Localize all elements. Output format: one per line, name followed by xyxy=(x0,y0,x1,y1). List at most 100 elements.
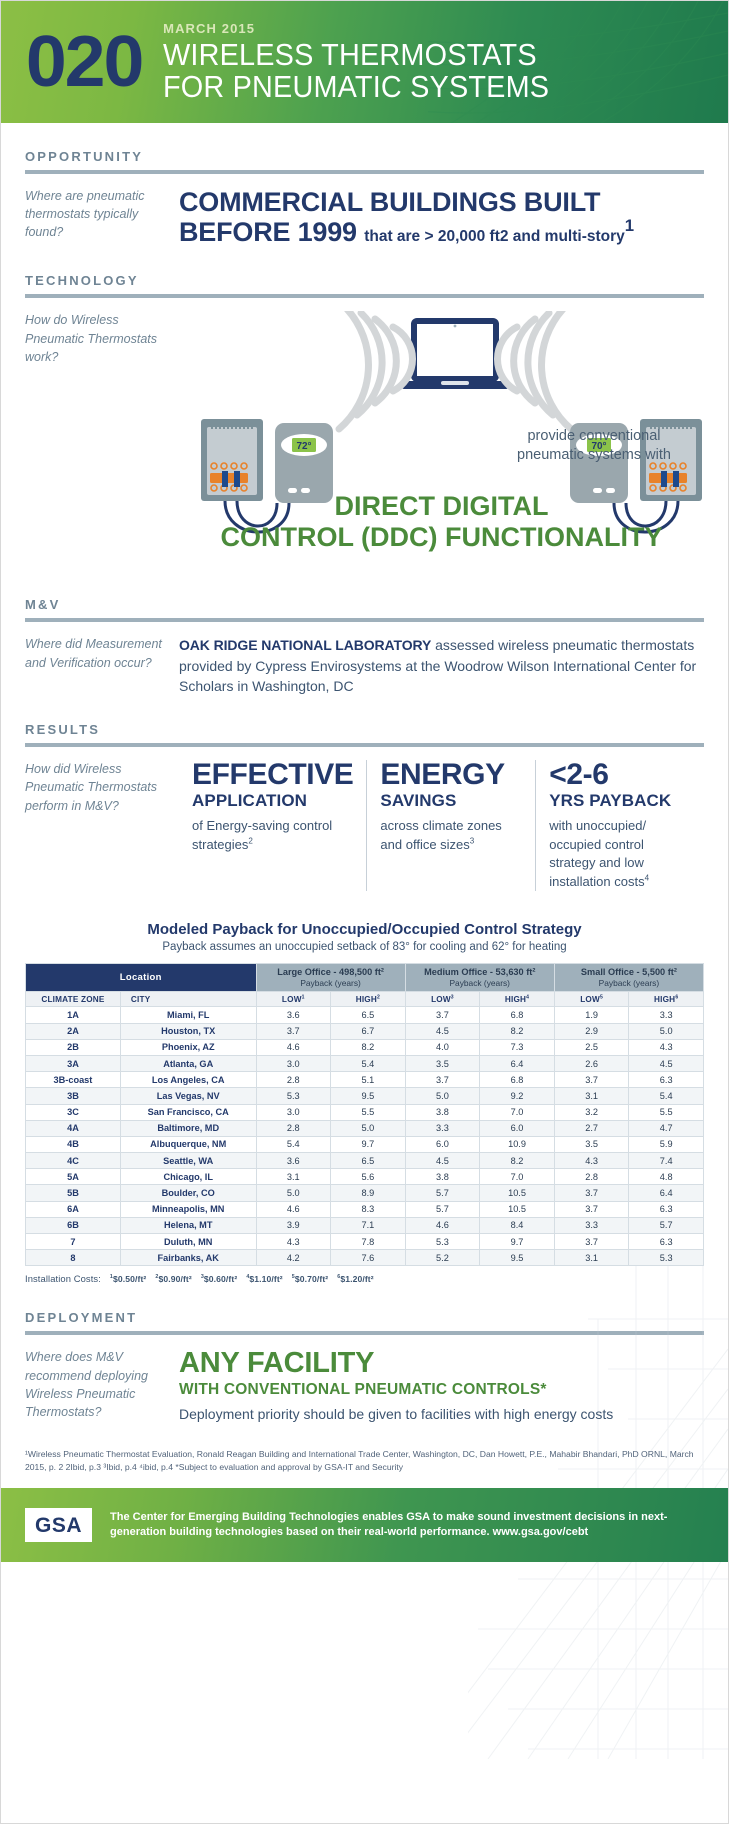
cell-city: Baltimore, MD xyxy=(119,1119,257,1137)
cell-payback-value: 3.7 xyxy=(404,1006,481,1024)
cell-climate-zone: 1A xyxy=(25,1006,121,1024)
installation-cost-item: 3$0.60/ft² xyxy=(200,1274,238,1285)
table-row: 2B Phoenix, AZ 4.6 8.2 4.0 7.3 2.5 4.3 xyxy=(25,1038,704,1056)
opportunity-question: Where are pneumatic thermostats typicall… xyxy=(25,189,145,240)
cell-payback-value: 9.2 xyxy=(479,1087,555,1105)
section-divider-results xyxy=(25,743,704,748)
table-row: 7 Duluth, MN 4.3 7.8 5.3 9.7 3.7 6.3 xyxy=(25,1233,704,1251)
cell-payback-value: 5.1 xyxy=(330,1071,406,1089)
cell-payback-value: 9.5 xyxy=(479,1249,555,1267)
mv-row: Where did Measurement and Verification o… xyxy=(25,635,704,696)
cell-payback-value: 5.4 xyxy=(330,1054,406,1073)
cell-payback-value: 2.6 xyxy=(553,1054,630,1073)
cell-payback-value: 5.0 xyxy=(628,1022,704,1040)
col-medium-high: HIGH4 xyxy=(479,991,555,1008)
results-col1-head: EFFECTIVE xyxy=(192,758,354,792)
cell-payback-value: 5.4 xyxy=(628,1087,704,1105)
cell-payback-value: 9.7 xyxy=(330,1135,406,1154)
cell-payback-value: 3.3 xyxy=(628,1006,704,1024)
table-group-medium-office: Medium Office - 53,630 ft² Payback (year… xyxy=(404,963,555,993)
cell-payback-value: 3.7 xyxy=(404,1071,481,1089)
installation-cost-item: 2$0.90/ft² xyxy=(155,1274,192,1285)
col-small-high: HIGH6 xyxy=(628,991,704,1008)
cell-payback-value: 5.7 xyxy=(628,1216,704,1235)
table-row: 8 Fairbanks, AK 4.2 7.6 5.2 9.5 3.1 5.3 xyxy=(25,1249,704,1267)
cell-payback-value: 8.2 xyxy=(479,1022,555,1040)
technology-row: How do Wireless Pneumatic Thermostats wo… xyxy=(25,311,704,571)
opportunity-row: Where are pneumatic thermostats typicall… xyxy=(25,187,704,247)
payback-table-title: Modeled Payback for Unoccupied/Occupied … xyxy=(147,921,582,939)
payback-table-block: Modeled Payback for Unoccupied/Occupied … xyxy=(25,921,705,1284)
section-divider-technology xyxy=(25,294,704,299)
results-col2-body: across climate zones and office sizes3 xyxy=(380,818,502,852)
cell-payback-value: 4.8 xyxy=(628,1168,704,1186)
table-row: 5B Boulder, CO 5.0 8.9 5.7 10.5 3.7 6.4 xyxy=(25,1184,704,1202)
col-climate-zone: CLIMATE ZONE xyxy=(25,991,121,1008)
cell-payback-value: 6.5 xyxy=(330,1006,406,1024)
installation-cost-item: 5$0.70/ft² xyxy=(291,1274,329,1285)
footer-url[interactable]: www.gsa.gov/cebt xyxy=(492,1526,589,1539)
technology-highlight: DIRECT DIGITAL CONTROL (DDC) FUNCTIONALI… xyxy=(220,491,663,553)
col-small-low: LOW5 xyxy=(553,991,630,1008)
cell-payback-value: 4.7 xyxy=(628,1119,704,1137)
cell-payback-value: 10.9 xyxy=(479,1135,555,1154)
cell-city: Los Angeles, CA xyxy=(119,1071,257,1089)
thermostat-left-temp-label: 72° xyxy=(296,441,311,452)
results-col3-head: <2-6 xyxy=(549,758,609,792)
cell-payback-value: 6.7 xyxy=(330,1022,406,1040)
section-label-technology: TECHNOLOGY xyxy=(25,273,139,289)
cell-climate-zone: 6B xyxy=(25,1216,121,1235)
cell-payback-value: 6.0 xyxy=(479,1119,555,1137)
cell-payback-value: 8.4 xyxy=(479,1216,555,1235)
results-col2-footnote: 3 xyxy=(469,836,475,846)
footer-description: The Center for Emerging Building Technol… xyxy=(110,1510,668,1539)
cell-payback-value: 9.7 xyxy=(479,1233,555,1251)
cell-payback-value: 9.5 xyxy=(330,1087,406,1105)
cell-payback-value: 4.2 xyxy=(255,1249,332,1267)
header-text-block: MARCH 2015 WIRELESS THERMOSTATS FOR PNEU… xyxy=(163,21,578,102)
cell-payback-value: 5.2 xyxy=(404,1249,481,1267)
cell-payback-value: 4.6 xyxy=(255,1200,332,1218)
cell-city: Helena, MT xyxy=(119,1216,257,1235)
installation-costs-note: Installation Costs: 1$0.50/ft² 2$0.90/ft² 3… xyxy=(25,1273,704,1284)
table-row: 6B Helena, MT 3.9 7.1 4.6 8.4 3.3 5.7 xyxy=(25,1216,704,1235)
opportunity-answer: COMMERCIAL BUILDINGS BUILT BEFORE 1999 t… xyxy=(179,187,704,247)
section-label-opportunity: OPPORTUNITY xyxy=(25,149,144,164)
pneumatic-controller-left xyxy=(201,419,263,502)
footnotes: ¹Wireless Pneumatic Thermostat Evaluatio… xyxy=(25,1448,694,1473)
cell-climate-zone: 4C xyxy=(25,1152,121,1170)
col-large-low: LOW1 xyxy=(255,991,332,1008)
opportunity-answer-main: COMMERCIAL BUILDINGS BUILT BEFORE 1999 xyxy=(179,187,601,248)
thermostat-right-temp-label: 70° xyxy=(591,441,606,452)
section-label-mv: M&V xyxy=(25,597,61,613)
cell-city: Boulder, CO xyxy=(119,1184,257,1202)
section-divider-mv xyxy=(25,618,704,623)
technology-provide-text: provide conventional pneumatic systems w… xyxy=(517,428,671,464)
page-footer: GSA The Center for Emerging Building Tec… xyxy=(1,1488,728,1563)
cell-climate-zone: 5A xyxy=(25,1168,121,1186)
cell-climate-zone: 8 xyxy=(25,1249,121,1267)
cell-climate-zone: 5B xyxy=(25,1184,121,1202)
cell-payback-value: 3.1 xyxy=(553,1249,630,1267)
cell-city: Las Vegas, NV xyxy=(119,1087,257,1105)
col-medium-low: LOW3 xyxy=(404,991,481,1008)
technology-question: How do Wireless Pneumatic Thermostats wo… xyxy=(25,313,157,364)
deployment-question: Where does M&V recommend deploying Wirel… xyxy=(25,1350,148,1419)
cell-payback-value: 3.3 xyxy=(404,1119,481,1137)
cell-payback-value: 3.2 xyxy=(553,1103,630,1121)
cell-city: Houston, TX xyxy=(119,1022,257,1040)
cell-payback-value: 5.7 xyxy=(404,1184,481,1202)
section-divider-deployment xyxy=(25,1331,704,1336)
cell-city: San Francisco, CA xyxy=(119,1103,257,1121)
cell-payback-value: 3.8 xyxy=(404,1168,481,1186)
cell-payback-value: 6.3 xyxy=(628,1071,704,1089)
results-columns: EFFECTIVE APPLICATION of Energy-saving c… xyxy=(179,758,704,892)
cell-payback-value: 3.7 xyxy=(255,1022,332,1040)
cell-payback-value: 7.1 xyxy=(330,1216,406,1235)
cell-payback-value: 10.5 xyxy=(479,1200,555,1218)
footer-text: The Center for Emerging Building Technol… xyxy=(110,1510,704,1541)
cell-city: Minneapolis, MN xyxy=(119,1200,257,1218)
cell-payback-value: 5.3 xyxy=(628,1249,704,1267)
cell-payback-value: 5.0 xyxy=(255,1184,332,1202)
cell-payback-value: 3.3 xyxy=(553,1216,630,1235)
